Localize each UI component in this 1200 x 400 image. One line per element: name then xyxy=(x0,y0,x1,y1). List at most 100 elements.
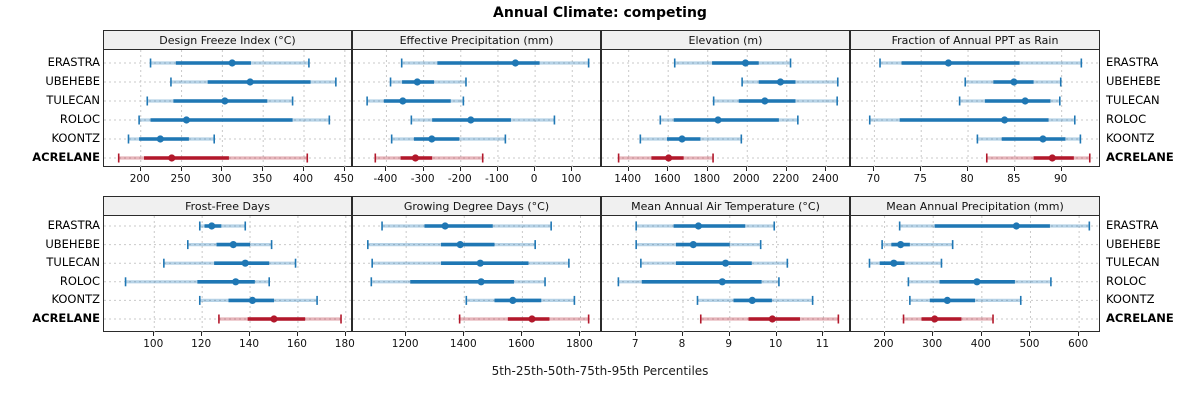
site-label-left: ROLOC xyxy=(59,273,100,288)
x-tick-label: 1800 xyxy=(693,173,721,185)
x-tick-mark xyxy=(1078,332,1080,336)
x-tick-label: 1400 xyxy=(449,338,477,350)
panel-strip: Growing Degree Days (°C) xyxy=(352,196,601,216)
panel-strip-title: Mean Annual Air Temperature (°C) xyxy=(631,199,820,213)
x-tick-label: -400 xyxy=(373,173,398,185)
median-dot xyxy=(1012,222,1020,230)
page-title: Annual Climate: competing xyxy=(493,5,707,21)
median-dot xyxy=(182,116,191,124)
x-tick-label: 75 xyxy=(913,173,927,185)
panel-body xyxy=(352,49,602,168)
x-tick-mark xyxy=(1060,167,1062,171)
median-dot xyxy=(718,278,726,286)
panel-canvas xyxy=(104,50,353,168)
x-tick-label: 500 xyxy=(1019,338,1040,350)
median-dot xyxy=(156,135,164,143)
site-label-right: ACRELANE xyxy=(1106,311,1174,325)
median-dot xyxy=(694,222,703,230)
median-dot xyxy=(890,259,898,267)
median-dot xyxy=(528,315,536,323)
x-tick-mark xyxy=(139,167,141,171)
x-tick-mark xyxy=(463,332,465,336)
site-label-right: ROLOC xyxy=(1106,273,1147,288)
x-tick-mark xyxy=(343,167,345,171)
panel-body xyxy=(601,215,851,333)
site-label-right: ERASTRA xyxy=(1106,55,1159,69)
panel-body xyxy=(352,215,602,333)
site-label-right: TULECAN xyxy=(1106,255,1160,270)
x-tick-label: 90 xyxy=(1053,173,1068,185)
site-label-right: KOONTZ xyxy=(1106,131,1155,145)
panel-strip: Fraction of Annual PPT as Rain xyxy=(850,30,1100,50)
median-dot xyxy=(776,78,785,86)
median-dot xyxy=(931,315,939,323)
site-label-left: ERASTRA xyxy=(47,55,100,69)
x-tick-label: 1600 xyxy=(653,173,681,185)
x-tick-mark xyxy=(775,332,777,336)
median-dot xyxy=(413,78,421,86)
x-tick-mark xyxy=(422,167,424,171)
x-tick-mark xyxy=(728,332,730,336)
site-label-left: ROLOC xyxy=(59,112,100,126)
x-tick-mark xyxy=(746,167,748,171)
median-dot xyxy=(399,97,407,105)
panel-canvas xyxy=(851,50,1101,168)
panel-strip: Frost-Free Days xyxy=(103,196,352,216)
x-tick-mark xyxy=(221,167,223,171)
x-tick-mark xyxy=(1013,167,1015,171)
site-label-right: KOONTZ xyxy=(1106,292,1155,307)
site-label-left: KOONTZ xyxy=(51,131,100,145)
panel-strip: Design Freeze Index (°C) xyxy=(103,30,352,50)
x-tick-label: 1400 xyxy=(614,173,642,185)
x-tick-label: 1600 xyxy=(508,338,535,350)
panel-strip: Elevation (m) xyxy=(601,30,850,50)
x-tick-mark xyxy=(635,332,637,336)
median-dot xyxy=(228,59,236,67)
x-tick-label: 100 xyxy=(561,173,582,185)
x-tick-mark xyxy=(706,167,708,171)
x-tick-mark xyxy=(180,167,182,171)
panel-canvas xyxy=(353,50,602,168)
site-label-right: ACRELANE xyxy=(1106,150,1174,164)
median-dot xyxy=(477,278,485,286)
median-dot xyxy=(241,259,249,267)
x-tick-mark xyxy=(873,167,875,171)
x-tick-label: 160 xyxy=(286,338,307,350)
x-tick-label: 180 xyxy=(334,338,355,350)
panel-body xyxy=(103,49,353,168)
site-label-right: TULECAN xyxy=(1106,93,1160,107)
site-label-left: UBEHEBE xyxy=(45,74,100,88)
x-tick-label: 120 xyxy=(191,338,212,350)
median-dot xyxy=(509,296,517,304)
x-tick-mark xyxy=(459,167,461,171)
median-dot xyxy=(678,135,686,143)
median-dot xyxy=(748,296,756,304)
x-tick-mark xyxy=(262,167,264,171)
median-dot xyxy=(897,241,905,249)
x-tick-mark xyxy=(822,332,824,336)
median-dot xyxy=(973,278,981,286)
x-tick-label: 11 xyxy=(815,338,830,350)
x-tick-mark xyxy=(201,332,203,336)
panel-strip: Mean Annual Air Temperature (°C) xyxy=(601,196,850,216)
site-label-left: TULECAN xyxy=(46,93,100,107)
x-tick-mark xyxy=(825,167,827,171)
x-tick-label: 400 xyxy=(970,338,991,350)
panel-body xyxy=(103,215,353,333)
panel-strip-title: Frost-Free Days xyxy=(185,199,270,213)
median-dot xyxy=(441,222,449,230)
median-dot xyxy=(1048,154,1056,162)
x-tick-mark xyxy=(249,332,251,336)
median-dot xyxy=(208,222,216,230)
panel-strip-title: Design Freeze Index (°C) xyxy=(159,33,296,47)
panel-canvas xyxy=(602,50,851,168)
x-tick-label: 9 xyxy=(725,338,733,350)
median-dot xyxy=(248,296,257,304)
site-label-left: TULECAN xyxy=(46,255,100,270)
median-dot xyxy=(741,59,750,67)
x-tick-mark xyxy=(980,332,982,336)
panel-body xyxy=(850,49,1101,168)
x-tick-label: 85 xyxy=(1007,173,1021,185)
panel-canvas xyxy=(851,216,1101,333)
